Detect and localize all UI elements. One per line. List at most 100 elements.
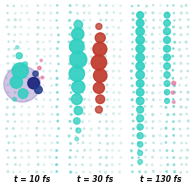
Circle shape <box>56 84 58 86</box>
Circle shape <box>6 128 7 129</box>
Circle shape <box>56 157 57 158</box>
Circle shape <box>77 150 78 152</box>
Circle shape <box>186 77 187 78</box>
Circle shape <box>99 41 101 43</box>
Circle shape <box>51 106 52 108</box>
Circle shape <box>36 63 38 64</box>
Circle shape <box>96 95 105 104</box>
Circle shape <box>14 19 16 21</box>
Circle shape <box>173 85 175 87</box>
Circle shape <box>131 165 132 166</box>
Circle shape <box>132 19 134 21</box>
Circle shape <box>7 56 8 57</box>
Circle shape <box>113 77 114 78</box>
Circle shape <box>69 164 70 165</box>
Circle shape <box>51 142 53 144</box>
Circle shape <box>111 164 113 166</box>
Circle shape <box>70 70 71 71</box>
Circle shape <box>164 20 170 26</box>
Circle shape <box>180 91 181 93</box>
Circle shape <box>82 78 83 79</box>
Circle shape <box>113 107 114 108</box>
Circle shape <box>138 128 140 129</box>
Circle shape <box>89 84 90 85</box>
Circle shape <box>132 27 134 28</box>
Circle shape <box>70 105 72 107</box>
Circle shape <box>167 63 168 64</box>
Circle shape <box>107 143 108 145</box>
Circle shape <box>160 19 161 21</box>
Circle shape <box>70 143 71 144</box>
Circle shape <box>7 5 8 6</box>
Circle shape <box>173 33 175 35</box>
Circle shape <box>164 81 170 86</box>
Circle shape <box>137 135 139 136</box>
Circle shape <box>82 157 84 158</box>
Circle shape <box>151 70 153 71</box>
Circle shape <box>51 34 52 36</box>
Circle shape <box>95 106 102 113</box>
Circle shape <box>106 49 107 50</box>
Circle shape <box>112 121 113 122</box>
Circle shape <box>167 157 168 158</box>
Circle shape <box>181 143 182 144</box>
Circle shape <box>37 106 38 107</box>
Circle shape <box>98 134 100 136</box>
Circle shape <box>21 106 22 107</box>
Circle shape <box>173 157 175 158</box>
Circle shape <box>22 62 27 67</box>
Circle shape <box>42 113 44 115</box>
Circle shape <box>99 171 101 172</box>
Circle shape <box>20 77 21 79</box>
Circle shape <box>56 70 57 72</box>
Circle shape <box>153 171 154 172</box>
Circle shape <box>49 135 51 136</box>
Circle shape <box>138 62 139 64</box>
Circle shape <box>137 106 144 113</box>
Circle shape <box>28 107 29 108</box>
Circle shape <box>173 5 174 6</box>
Circle shape <box>159 135 161 136</box>
Circle shape <box>106 12 108 13</box>
Circle shape <box>145 12 146 14</box>
Circle shape <box>83 63 85 64</box>
Circle shape <box>75 136 76 137</box>
Circle shape <box>119 135 120 136</box>
Circle shape <box>89 70 91 72</box>
Circle shape <box>20 63 21 64</box>
Circle shape <box>82 121 83 122</box>
Circle shape <box>43 49 45 50</box>
Circle shape <box>70 92 72 93</box>
Circle shape <box>160 63 161 64</box>
Circle shape <box>138 77 139 79</box>
Circle shape <box>138 149 140 151</box>
Circle shape <box>14 92 16 93</box>
Circle shape <box>173 106 175 107</box>
Circle shape <box>179 129 181 130</box>
Circle shape <box>107 63 108 64</box>
Circle shape <box>82 164 83 165</box>
Circle shape <box>152 92 154 94</box>
Circle shape <box>180 157 181 159</box>
Circle shape <box>159 92 160 94</box>
Circle shape <box>77 55 78 57</box>
Circle shape <box>167 84 169 86</box>
Circle shape <box>120 5 121 6</box>
Circle shape <box>50 85 52 87</box>
Circle shape <box>43 19 44 20</box>
Circle shape <box>37 70 38 72</box>
Circle shape <box>76 4 78 6</box>
Circle shape <box>37 84 39 86</box>
Circle shape <box>166 56 167 57</box>
Circle shape <box>28 85 29 86</box>
Circle shape <box>138 20 140 21</box>
Circle shape <box>81 34 83 36</box>
Circle shape <box>145 121 147 123</box>
Circle shape <box>160 41 161 43</box>
Circle shape <box>69 156 71 158</box>
Circle shape <box>13 149 15 151</box>
Circle shape <box>132 63 133 64</box>
Circle shape <box>100 99 101 100</box>
Circle shape <box>120 63 121 64</box>
Circle shape <box>90 56 92 58</box>
